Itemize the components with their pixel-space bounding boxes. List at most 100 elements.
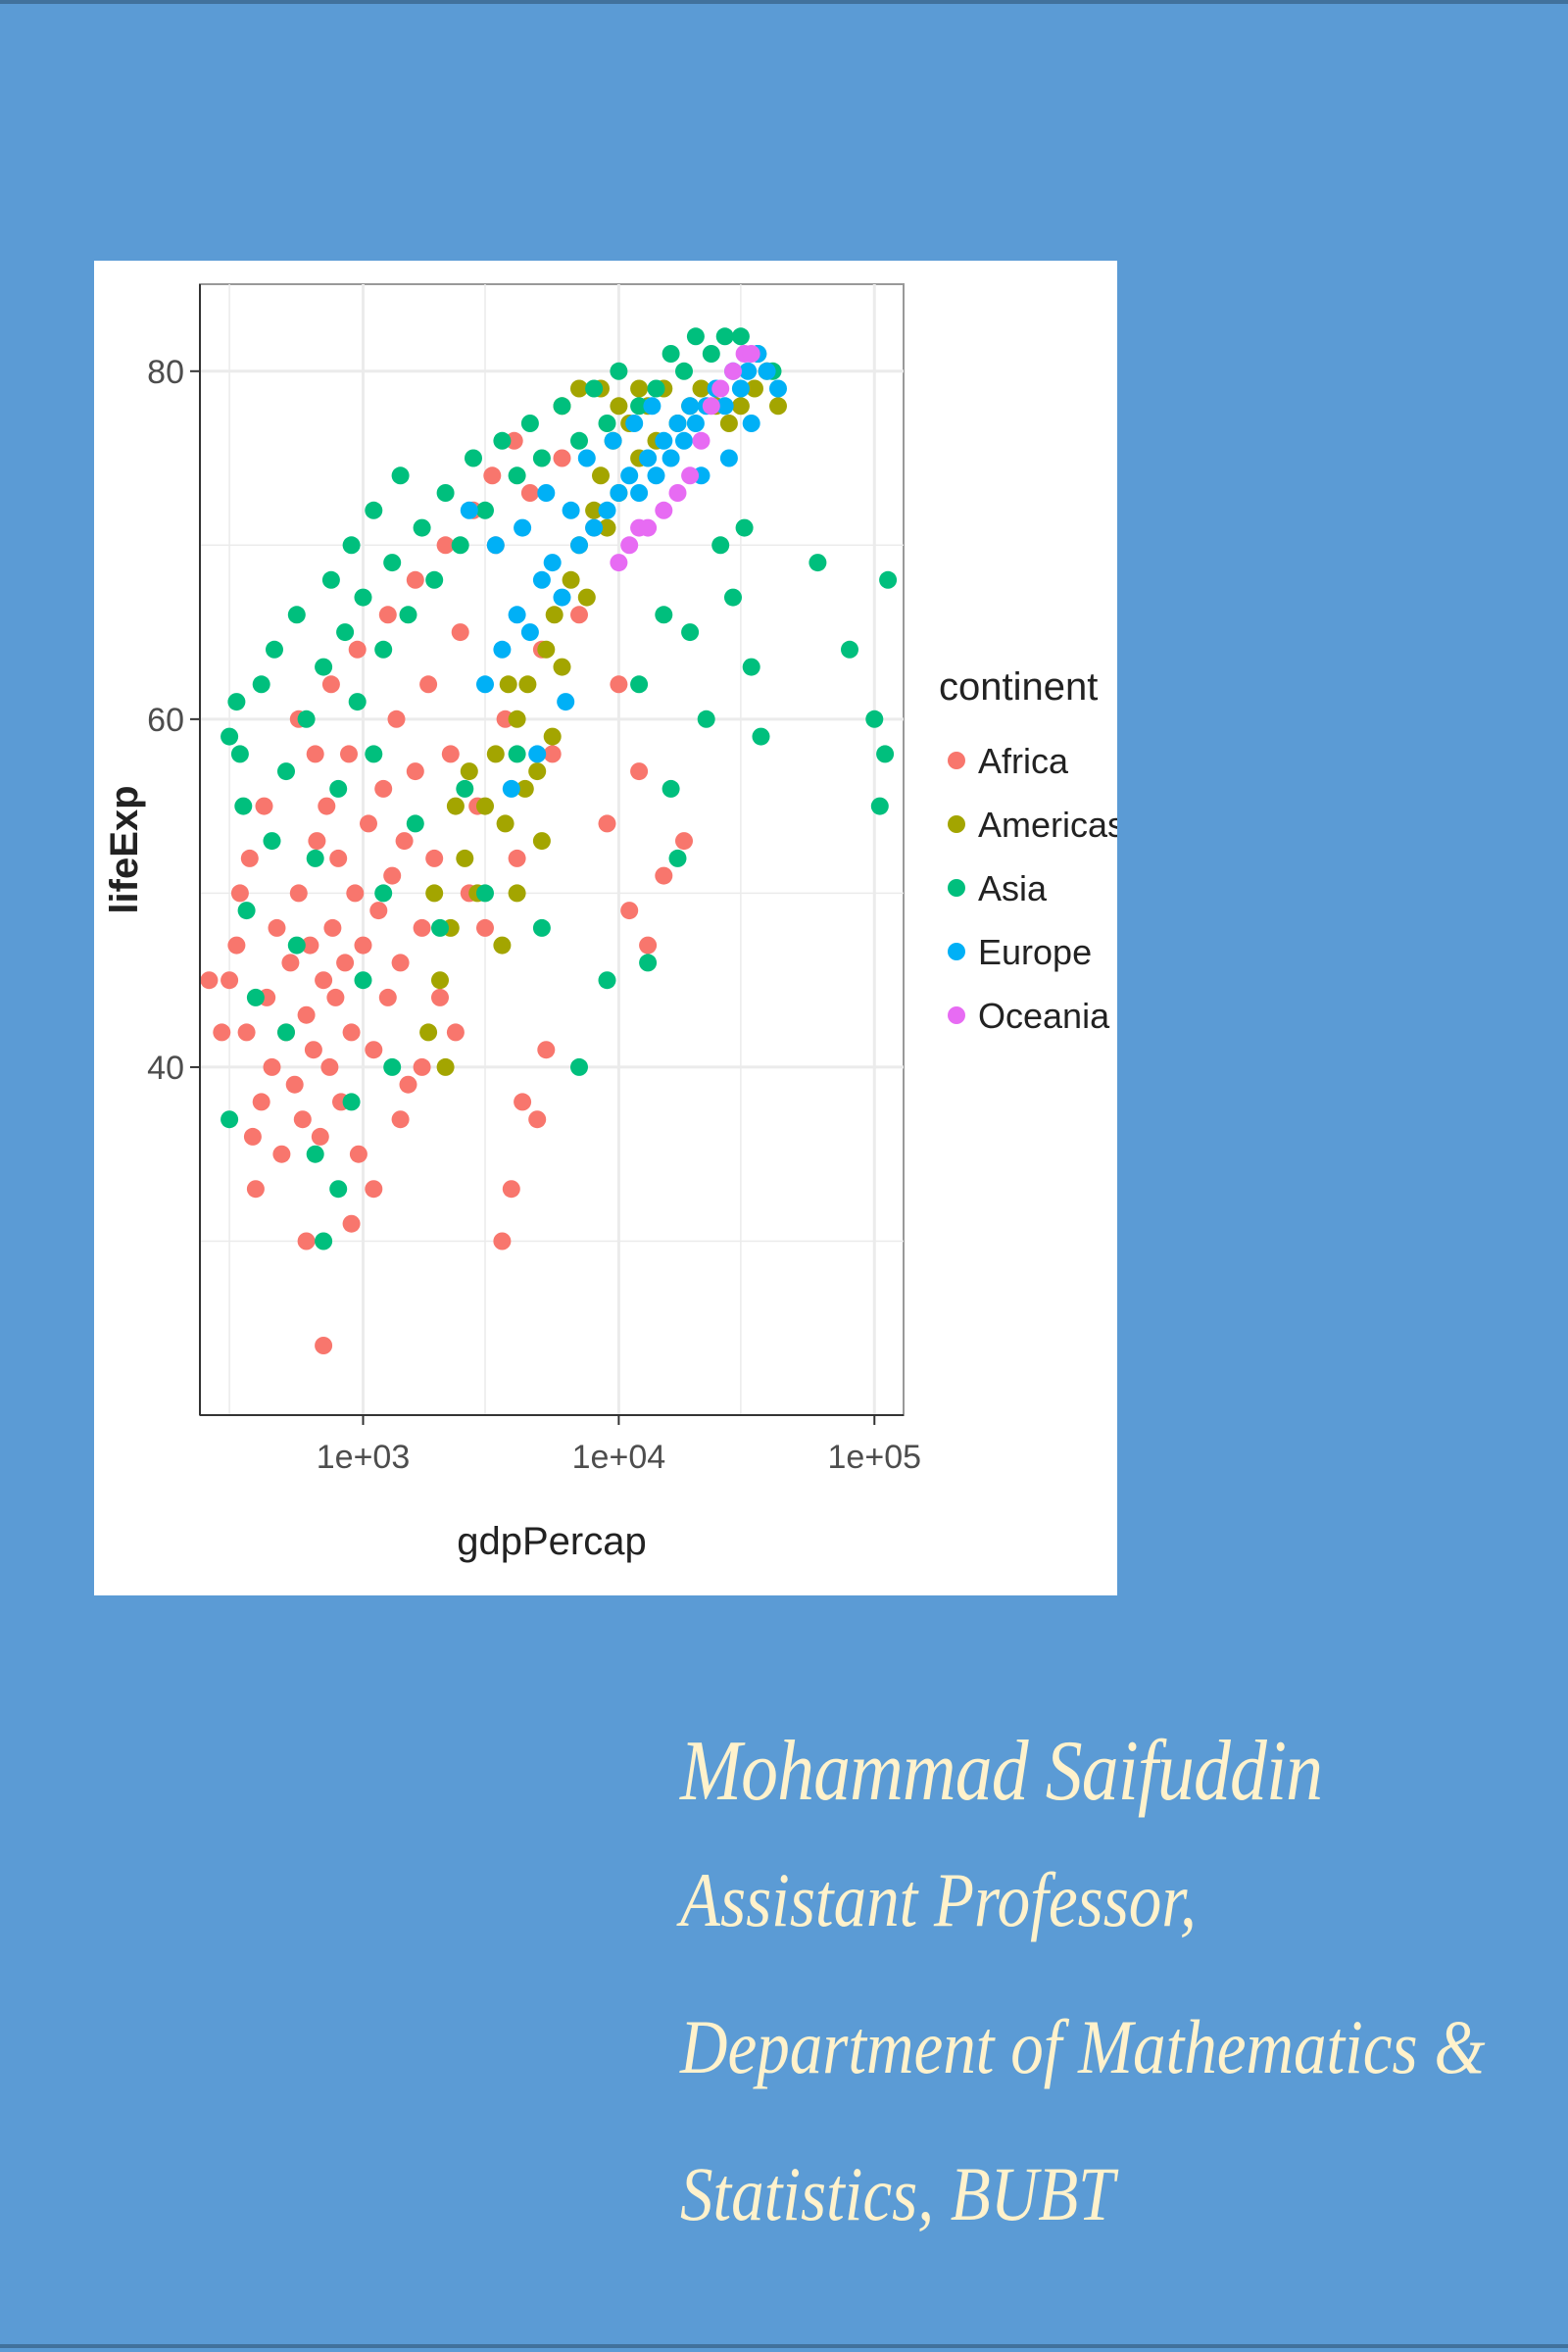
point-africa	[293, 1110, 312, 1129]
point-americas	[496, 814, 514, 833]
point-asia	[724, 588, 742, 607]
point-asia	[456, 779, 474, 798]
point-asia	[365, 745, 383, 763]
point-americas	[431, 971, 449, 990]
point-asia	[681, 623, 700, 642]
point-africa	[520, 484, 539, 502]
point-asia	[391, 466, 410, 485]
point-americas	[543, 727, 562, 746]
point-africa	[570, 606, 588, 624]
x-axis-label: gdpPercap	[457, 1520, 646, 1563]
point-europe	[686, 415, 705, 432]
point-africa	[514, 1093, 532, 1111]
point-americas	[532, 832, 551, 851]
point-asia	[715, 327, 734, 346]
point-europe	[647, 466, 665, 485]
point-asia	[342, 1093, 361, 1111]
point-africa	[301, 936, 319, 955]
point-asia	[227, 693, 246, 711]
point-americas	[476, 797, 494, 815]
point-africa	[431, 988, 449, 1006]
point-africa	[263, 1057, 281, 1076]
point-asia	[841, 640, 858, 659]
point-asia	[752, 727, 770, 746]
legend-key-oceania	[948, 1006, 965, 1024]
point-asia	[277, 762, 295, 781]
point-asia	[230, 745, 249, 763]
point-africa	[272, 1145, 291, 1163]
point-europe	[655, 431, 673, 450]
point-asia	[630, 675, 649, 694]
point-americas	[746, 379, 763, 398]
point-oceania	[668, 484, 687, 502]
point-asia	[585, 379, 604, 398]
point-africa	[348, 640, 367, 659]
point-asia	[336, 623, 355, 642]
point-africa	[502, 1180, 520, 1199]
axes	[199, 284, 904, 1416]
point-africa	[318, 797, 336, 815]
point-asia	[306, 849, 324, 867]
point-americas	[499, 675, 517, 694]
point-asia	[342, 536, 361, 555]
point-asia	[553, 397, 571, 416]
point-asia	[252, 675, 270, 694]
point-europe	[486, 536, 505, 555]
point-africa	[255, 797, 273, 815]
point-europe	[630, 484, 649, 502]
point-africa	[315, 971, 333, 990]
legend-key-europe	[948, 943, 965, 960]
point-europe	[460, 501, 478, 519]
point-europe	[493, 640, 512, 659]
point-europe	[476, 675, 494, 694]
y-tick-labels: 40 60 80	[147, 354, 200, 1087]
point-europe	[604, 431, 622, 450]
point-africa	[311, 1127, 329, 1146]
point-africa	[441, 745, 460, 763]
point-europe	[668, 415, 687, 432]
point-americas	[570, 379, 588, 398]
point-asia	[436, 484, 455, 502]
point-americas	[528, 762, 547, 781]
point-europe	[585, 518, 604, 537]
point-africa	[655, 866, 673, 885]
point-americas	[585, 501, 604, 519]
point-asia	[630, 397, 649, 416]
point-europe	[681, 397, 700, 416]
point-asia	[508, 466, 526, 485]
point-asia	[465, 449, 482, 467]
point-africa	[297, 1005, 316, 1024]
point-asia	[876, 745, 895, 763]
legend-label-europe: Europe	[978, 932, 1092, 972]
point-asia	[808, 554, 827, 572]
point-africa	[320, 1057, 339, 1076]
point-africa	[230, 884, 249, 903]
point-africa	[675, 832, 693, 851]
point-africa	[243, 1127, 262, 1146]
point-asia	[476, 884, 494, 903]
point-oceania	[655, 501, 673, 519]
point-africa	[329, 849, 348, 867]
point-asia	[348, 693, 367, 711]
y-axis-label: lifeExp	[103, 785, 146, 913]
point-asia	[570, 431, 588, 450]
point-africa	[354, 936, 372, 955]
point-americas	[419, 1023, 438, 1042]
point-americas	[537, 640, 556, 659]
point-europe	[625, 415, 644, 432]
point-asia	[329, 779, 348, 798]
point-oceania	[711, 379, 730, 398]
top-border	[0, 0, 1568, 4]
point-africa	[543, 745, 562, 763]
point-oceania	[620, 536, 639, 555]
point-americas	[460, 762, 478, 781]
point-africa	[610, 675, 628, 694]
legend-key-africa	[948, 752, 965, 769]
point-asia	[532, 918, 551, 937]
point-africa	[630, 762, 649, 781]
legend-label-asia: Asia	[978, 868, 1048, 908]
point-europe	[520, 623, 539, 642]
point-africa	[336, 954, 355, 972]
point-asia	[374, 640, 393, 659]
point-africa	[227, 936, 246, 955]
